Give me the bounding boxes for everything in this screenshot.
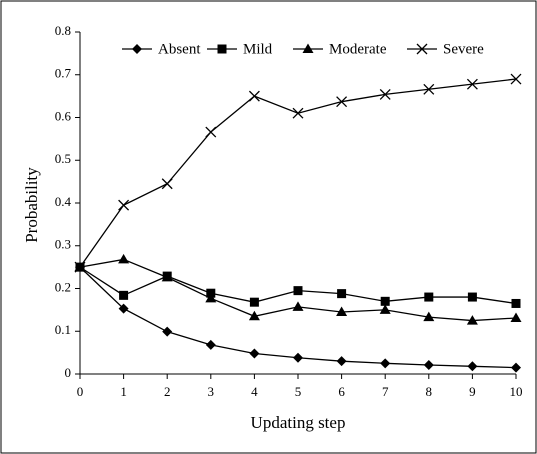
- point-marker: [510, 73, 522, 85]
- y-tick-label: 0.8: [55, 23, 71, 38]
- point-marker: [466, 78, 478, 90]
- y-tick-label: 0.5: [55, 151, 71, 166]
- y-tick-label: 0.6: [55, 108, 72, 123]
- point-marker: [379, 304, 391, 314]
- point-marker: [336, 356, 347, 367]
- point-marker: [336, 306, 348, 317]
- y-tick-label: 0.1: [55, 322, 71, 337]
- point-marker: [161, 271, 173, 282]
- x-tick-label: 7: [382, 384, 389, 399]
- point-marker: [293, 286, 303, 296]
- x-tick-label: 6: [338, 384, 345, 399]
- legend-text: Moderate: [329, 41, 387, 57]
- point-marker: [423, 311, 435, 322]
- y-tick-label: 0.7: [55, 66, 72, 81]
- x-tick-label: 2: [164, 384, 171, 399]
- x-tick-label: 5: [295, 384, 302, 399]
- point-marker: [336, 96, 348, 108]
- x-tick-label: 8: [426, 384, 433, 399]
- point-marker: [205, 292, 217, 303]
- point-marker: [380, 296, 390, 306]
- legend-marker: [302, 43, 314, 53]
- point-marker: [292, 107, 304, 119]
- point-marker: [423, 83, 435, 95]
- point-marker: [380, 358, 391, 369]
- legend-text: Mild: [243, 41, 273, 57]
- point-marker: [466, 315, 478, 325]
- point-marker: [161, 178, 173, 190]
- point-marker: [337, 289, 347, 299]
- legend-marker: [217, 44, 227, 54]
- y-tick-label: 0.4: [55, 194, 72, 209]
- point-marker: [118, 253, 130, 264]
- y-tick-label: 0.2: [55, 279, 71, 294]
- point-marker: [510, 312, 522, 322]
- point-marker: [118, 199, 130, 211]
- point-marker: [424, 292, 434, 302]
- point-marker: [293, 352, 303, 363]
- legend-text: Absent: [158, 41, 201, 57]
- point-marker: [248, 90, 260, 102]
- legend-marker: [132, 44, 142, 54]
- x-tick-label: 4: [251, 384, 258, 399]
- x-tick-label: 9: [469, 384, 476, 399]
- point-marker: [248, 310, 260, 321]
- point-marker: [423, 360, 434, 371]
- point-marker: [292, 301, 304, 311]
- x-tick-label: 1: [120, 384, 127, 399]
- point-marker: [249, 297, 259, 307]
- x-axis-title: Updating step: [251, 413, 346, 432]
- point-marker: [205, 339, 216, 350]
- point-marker: [162, 326, 173, 337]
- point-marker: [118, 303, 129, 314]
- point-marker: [511, 362, 521, 373]
- y-tick-label: 0.3: [55, 237, 71, 252]
- x-tick-label: 10: [510, 384, 523, 399]
- point-marker: [205, 126, 217, 138]
- x-tick-label: 0: [77, 384, 84, 399]
- legend-marker: [416, 43, 428, 55]
- point-marker: [467, 292, 477, 302]
- legend-text: Severe: [443, 41, 484, 57]
- point-marker: [379, 88, 391, 100]
- point-marker: [467, 361, 478, 372]
- point-marker: [74, 261, 86, 273]
- point-marker: [249, 348, 260, 359]
- point-marker: [511, 298, 521, 308]
- point-marker: [119, 290, 129, 300]
- y-tick-label: 0: [65, 365, 72, 380]
- x-tick-label: 3: [208, 384, 215, 399]
- y-axis-title: Probability: [22, 167, 41, 243]
